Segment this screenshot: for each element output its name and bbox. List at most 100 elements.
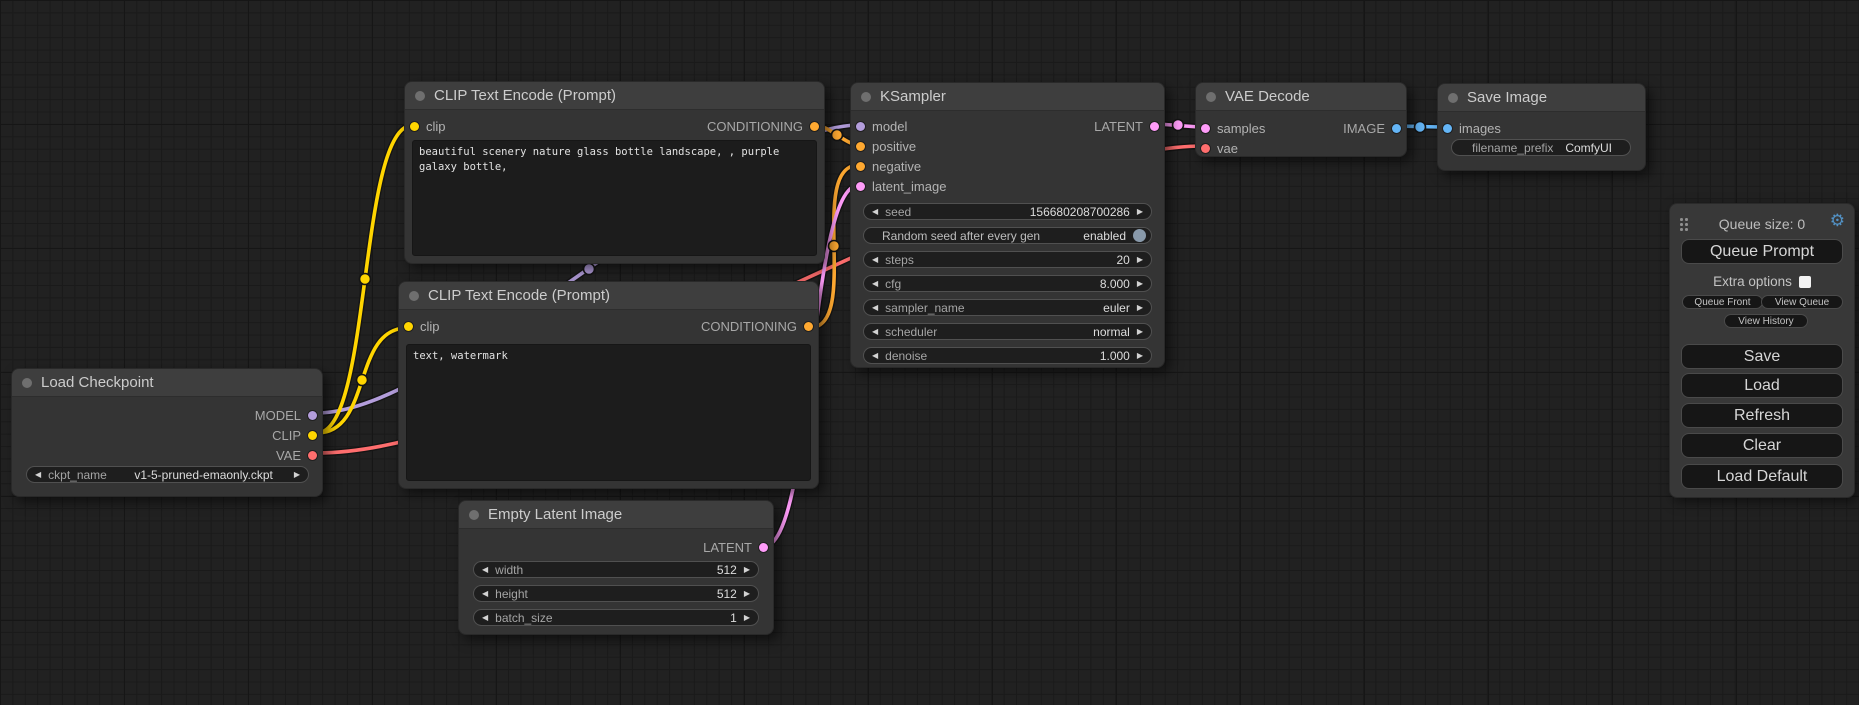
view-queue-button[interactable]: View Queue xyxy=(1761,295,1843,309)
input-slot-latent-image[interactable]: latent_image xyxy=(856,179,946,194)
latent-slot-dot[interactable] xyxy=(1201,123,1210,133)
denoise-widget[interactable]: ◀ denoise 1.000 ▶ xyxy=(863,347,1152,364)
node-titlebar[interactable]: Load Checkpoint xyxy=(12,369,322,397)
node-clip-text-encode-positive[interactable]: CLIP Text Encode (Prompt) clip CONDITION… xyxy=(404,81,825,264)
node-vae-decode[interactable]: VAE Decode samples IMAGE vae xyxy=(1195,82,1407,157)
output-slot-model[interactable]: MODEL xyxy=(255,408,317,423)
clip-slot-dot[interactable] xyxy=(410,121,419,131)
decrement-arrow-icon[interactable]: ◀ xyxy=(872,302,879,312)
increment-arrow-icon[interactable]: ▶ xyxy=(1136,254,1143,264)
input-slot-model[interactable]: model xyxy=(856,119,907,134)
negative-prompt-textarea[interactable]: text, watermark xyxy=(406,344,811,481)
decrement-arrow-icon[interactable]: ◀ xyxy=(35,469,42,479)
save-button[interactable]: Save xyxy=(1681,344,1843,369)
scheduler-widget[interactable]: ◀ scheduler normal ▶ xyxy=(863,323,1152,340)
node-ksampler[interactable]: KSampler model LATENT positive negative xyxy=(850,82,1165,368)
increment-arrow-icon[interactable]: ▶ xyxy=(743,564,750,574)
input-slot-images[interactable]: images xyxy=(1443,121,1501,136)
node-load-checkpoint[interactable]: Load Checkpoint MODEL CLIP VAE ◀ ckpt_na… xyxy=(11,368,323,497)
image-slot-dot[interactable] xyxy=(1443,123,1452,133)
clip-slot-dot[interactable] xyxy=(308,430,317,440)
drag-handle-icon[interactable] xyxy=(1680,218,1683,221)
refresh-button[interactable]: Refresh xyxy=(1681,403,1843,428)
latent-slot-dot[interactable] xyxy=(856,181,865,191)
conditioning-slot-dot[interactable] xyxy=(856,161,865,171)
input-slot-clip[interactable]: clip xyxy=(404,319,440,334)
increment-arrow-icon[interactable]: ▶ xyxy=(293,469,300,479)
node-titlebar[interactable]: VAE Decode xyxy=(1196,83,1406,111)
node-empty-latent-image[interactable]: Empty Latent Image LATENT ◀ width 512 ▶ … xyxy=(458,500,774,635)
decrement-arrow-icon[interactable]: ◀ xyxy=(872,254,879,264)
gear-icon[interactable]: ⚙ xyxy=(1829,211,1845,231)
vae-slot-dot[interactable] xyxy=(308,450,317,460)
batch-size-widget[interactable]: ◀ batch_size 1 ▶ xyxy=(473,609,759,626)
collapse-dot-icon[interactable] xyxy=(22,377,32,388)
node-titlebar[interactable]: CLIP Text Encode (Prompt) xyxy=(399,282,818,310)
model-slot-dot[interactable] xyxy=(308,410,317,420)
node-clip-text-encode-negative[interactable]: CLIP Text Encode (Prompt) clip CONDITION… xyxy=(398,281,819,489)
width-widget[interactable]: ◀ width 512 ▶ xyxy=(473,561,759,578)
decrement-arrow-icon[interactable]: ◀ xyxy=(872,350,879,360)
vae-slot-dot[interactable] xyxy=(1201,143,1210,153)
clip-slot-dot[interactable] xyxy=(404,321,413,331)
output-slot-conditioning[interactable]: CONDITIONING xyxy=(707,119,819,134)
toggle-knob[interactable] xyxy=(1133,229,1146,242)
positive-prompt-textarea[interactable]: beautiful scenery nature glass bottle la… xyxy=(412,140,817,256)
decrement-arrow-icon[interactable]: ◀ xyxy=(482,588,489,598)
ckpt-name-widget[interactable]: ◀ ckpt_name v1-5-pruned-emaonly.ckpt ▶ xyxy=(26,466,309,483)
queue-prompt-button[interactable]: Queue Prompt xyxy=(1681,239,1843,264)
clear-button[interactable]: Clear xyxy=(1681,433,1843,458)
cfg-widget[interactable]: ◀ cfg 8.000 ▶ xyxy=(863,275,1152,292)
input-slot-clip[interactable]: clip xyxy=(410,119,446,134)
node-titlebar[interactable]: CLIP Text Encode (Prompt) xyxy=(405,82,824,110)
extra-options-checkbox[interactable] xyxy=(1798,275,1811,288)
filename-prefix-widget[interactable]: filename_prefix ComfyUI xyxy=(1451,139,1631,156)
conditioning-slot-dot[interactable] xyxy=(810,121,819,131)
node-titlebar[interactable]: KSampler xyxy=(851,83,1164,111)
height-widget[interactable]: ◀ height 512 ▶ xyxy=(473,585,759,602)
view-history-button[interactable]: View History xyxy=(1724,314,1808,328)
model-slot-dot[interactable] xyxy=(856,121,865,131)
output-slot-vae[interactable]: VAE xyxy=(276,448,317,463)
load-default-button[interactable]: Load Default xyxy=(1681,464,1843,489)
decrement-arrow-icon[interactable]: ◀ xyxy=(872,326,879,336)
output-slot-latent[interactable]: LATENT xyxy=(703,540,768,555)
conditioning-slot-dot[interactable] xyxy=(856,141,865,151)
increment-arrow-icon[interactable]: ▶ xyxy=(743,588,750,598)
latent-slot-dot[interactable] xyxy=(1150,121,1159,131)
collapse-dot-icon[interactable] xyxy=(409,290,419,301)
decrement-arrow-icon[interactable]: ◀ xyxy=(482,564,489,574)
random-seed-toggle-widget[interactable]: Random seed after every gen enabled xyxy=(863,227,1152,244)
seed-widget[interactable]: ◀ seed 156680208700286 ▶ xyxy=(863,203,1152,220)
increment-arrow-icon[interactable]: ▶ xyxy=(1136,350,1143,360)
input-slot-positive[interactable]: positive xyxy=(856,139,916,154)
output-slot-conditioning[interactable]: CONDITIONING xyxy=(701,319,813,334)
conditioning-slot-dot[interactable] xyxy=(804,321,813,331)
increment-arrow-icon[interactable]: ▶ xyxy=(1136,326,1143,336)
node-titlebar[interactable]: Empty Latent Image xyxy=(459,501,773,529)
load-button[interactable]: Load xyxy=(1681,373,1843,398)
input-slot-vae[interactable]: vae xyxy=(1201,141,1238,156)
latent-slot-dot[interactable] xyxy=(759,542,768,552)
output-slot-clip[interactable]: CLIP xyxy=(272,428,317,443)
input-slot-samples[interactable]: samples xyxy=(1201,121,1265,136)
steps-widget[interactable]: ◀ steps 20 ▶ xyxy=(863,251,1152,268)
output-slot-latent[interactable]: LATENT xyxy=(1094,119,1159,134)
collapse-dot-icon[interactable] xyxy=(1206,91,1216,102)
output-slot-image[interactable]: IMAGE xyxy=(1343,121,1401,136)
input-slot-negative[interactable]: negative xyxy=(856,159,921,174)
increment-arrow-icon[interactable]: ▶ xyxy=(1136,278,1143,288)
collapse-dot-icon[interactable] xyxy=(469,509,479,520)
sampler-name-widget[interactable]: ◀ sampler_name euler ▶ xyxy=(863,299,1152,316)
collapse-dot-icon[interactable] xyxy=(1448,92,1458,103)
collapse-dot-icon[interactable] xyxy=(415,90,425,101)
node-save-image[interactable]: Save Image images filename_prefix ComfyU… xyxy=(1437,83,1646,171)
image-slot-dot[interactable] xyxy=(1392,123,1401,133)
collapse-dot-icon[interactable] xyxy=(861,91,871,102)
queue-front-button[interactable]: Queue Front xyxy=(1682,295,1763,309)
decrement-arrow-icon[interactable]: ◀ xyxy=(872,278,879,288)
queue-panel[interactable]: Queue size: 0 ⚙ Queue Prompt Extra optio… xyxy=(1669,203,1855,498)
decrement-arrow-icon[interactable]: ◀ xyxy=(482,612,489,622)
increment-arrow-icon[interactable]: ▶ xyxy=(1136,302,1143,312)
